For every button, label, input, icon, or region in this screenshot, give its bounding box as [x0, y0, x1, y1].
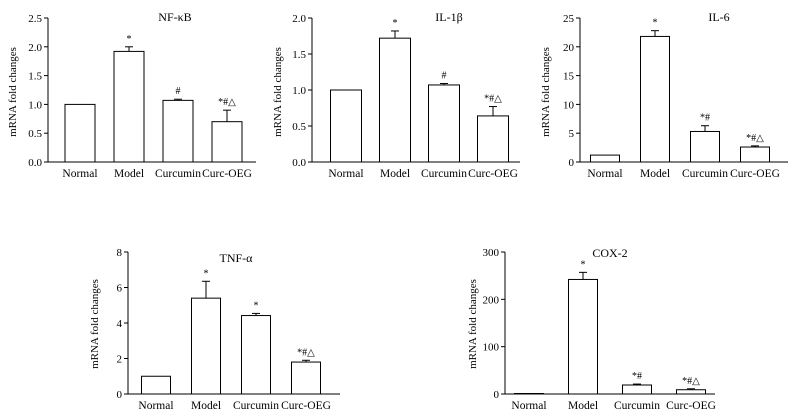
bar — [428, 84, 460, 163]
significance-marker: # — [442, 71, 447, 82]
x-category-label: Curc-OEG — [666, 400, 716, 412]
x-category-label: Model — [640, 168, 670, 180]
x-category-label: Normal — [62, 168, 97, 180]
significance-marker: * — [254, 300, 259, 311]
y-tick-label: 5 — [569, 128, 575, 140]
chart-title: IL-6 — [708, 10, 729, 24]
bar — [590, 154, 620, 163]
x-category-label: Normal — [587, 168, 622, 180]
bar — [291, 361, 321, 395]
bar — [568, 278, 598, 395]
x-category-label: Normal — [328, 168, 363, 180]
y-tick-label: 0 — [494, 389, 500, 401]
x-category-label: Model — [114, 168, 144, 180]
y-tick-label: 0 — [569, 157, 575, 169]
chart-panel-nfkb: NF-κB mRNA fold changes 0.0 0.5 1.0 1.5 2.0 2… — [7, 10, 256, 180]
y-axis-label: mRNA fold changes — [467, 279, 479, 369]
bar — [622, 384, 652, 395]
x-category-label: Normal — [138, 400, 173, 412]
bar — [379, 37, 411, 163]
y-axis-label: mRNA fold changes — [272, 47, 284, 137]
bar — [211, 121, 243, 163]
y-tick-label: 0.5 — [292, 121, 306, 133]
y-tick-label: 300 — [483, 247, 500, 259]
chart-panel-il1b: IL-1β mRNA fold changes 0.00.51.01.52.0 … — [272, 10, 520, 180]
bar — [690, 130, 720, 163]
y-tick-label: 2.0 — [28, 42, 42, 54]
significance-marker: # — [176, 86, 181, 97]
significance-marker: * — [127, 34, 132, 45]
x-category-label: Curc-OEG — [202, 168, 252, 180]
x-category-label: Curcumin — [421, 168, 467, 180]
x-category-label: Curcumin — [614, 400, 660, 412]
y-tick-label: 0 — [117, 389, 123, 401]
x-category-label: Curcumin — [155, 168, 201, 180]
significance-marker: * — [581, 259, 586, 270]
bar — [740, 146, 770, 163]
y-tick-label: 4 — [117, 318, 123, 330]
bar — [241, 315, 271, 395]
chart-title: COX-2 — [592, 246, 627, 260]
bar — [162, 99, 194, 163]
y-tick-label: 200 — [483, 294, 500, 306]
significance-marker: *# — [700, 113, 710, 124]
chart-title: IL-1β — [435, 10, 462, 24]
bar — [64, 103, 96, 163]
bar — [113, 50, 145, 163]
chart-panel-cox2: COX-2 mRNA fold changes 0 100 200 300 * *# *#… — [467, 246, 716, 412]
x-category-label: Curc-OEG — [281, 400, 331, 412]
x-category-label: Model — [568, 400, 598, 412]
bar — [676, 389, 706, 395]
x-category-label: Curcumin — [233, 400, 279, 412]
x-category-label: Normal — [511, 400, 546, 412]
significance-marker: *#△ — [297, 347, 315, 358]
y-tick-label: 1.0 — [292, 85, 306, 97]
y-tick-label: 2 — [117, 354, 123, 366]
y-tick-label: 0.5 — [28, 128, 42, 140]
significance-marker: *# — [632, 371, 642, 382]
significance-marker: * — [393, 18, 398, 29]
x-category-label: Model — [380, 168, 410, 180]
y-axis-label: mRNA fold changes — [89, 279, 101, 369]
y-tick-label: 6 — [117, 283, 123, 295]
y-axis-label: mRNA fold changes — [7, 47, 19, 137]
bar — [330, 89, 362, 163]
x-category-label: Curc-OEG — [468, 168, 518, 180]
x-category-label: Curcumin — [682, 168, 728, 180]
x-category-label: Model — [191, 400, 221, 412]
x-category-label: Curc-OEG — [730, 168, 780, 180]
bar — [477, 115, 509, 163]
y-tick-label: 0.0 — [292, 157, 306, 169]
bar — [141, 375, 171, 395]
y-tick-label: 20 — [563, 42, 575, 54]
y-tick-label: 25 — [563, 13, 575, 25]
y-tick-label: 2.5 — [28, 13, 42, 25]
y-tick-label: 1.5 — [28, 71, 42, 83]
significance-marker: *#△ — [746, 133, 764, 144]
y-tick-label: 15 — [563, 71, 575, 83]
bar — [640, 35, 670, 163]
significance-marker: *#△ — [484, 94, 502, 105]
y-tick-label: 1.0 — [28, 99, 42, 111]
significance-marker: *#△ — [218, 97, 236, 108]
significance-marker: * — [653, 18, 658, 29]
bar — [191, 297, 221, 395]
chart-panel-il6: IL-6 mRNA fold changes 0 5 10 15 20 25 * *# *#△… — [540, 10, 788, 180]
significance-marker: *#△ — [682, 376, 700, 387]
significance-marker: * — [204, 268, 209, 279]
y-tick-label: 100 — [483, 342, 500, 354]
y-tick-label: 10 — [563, 99, 575, 111]
chart-title: TNF-α — [220, 251, 254, 265]
y-tick-label: 2.0 — [292, 13, 306, 25]
chart-title: NF-κB — [158, 10, 191, 24]
y-tick-label: 1.5 — [292, 49, 306, 61]
y-axis-label: mRNA fold changes — [540, 47, 552, 137]
y-tick-label: 8 — [117, 247, 123, 259]
y-tick-label: 0.0 — [28, 157, 42, 169]
chart-panel-tnfa: TNF-α mRNA fold changes 0 2 4 6 8 * * *#△ Norm… — [89, 247, 340, 412]
